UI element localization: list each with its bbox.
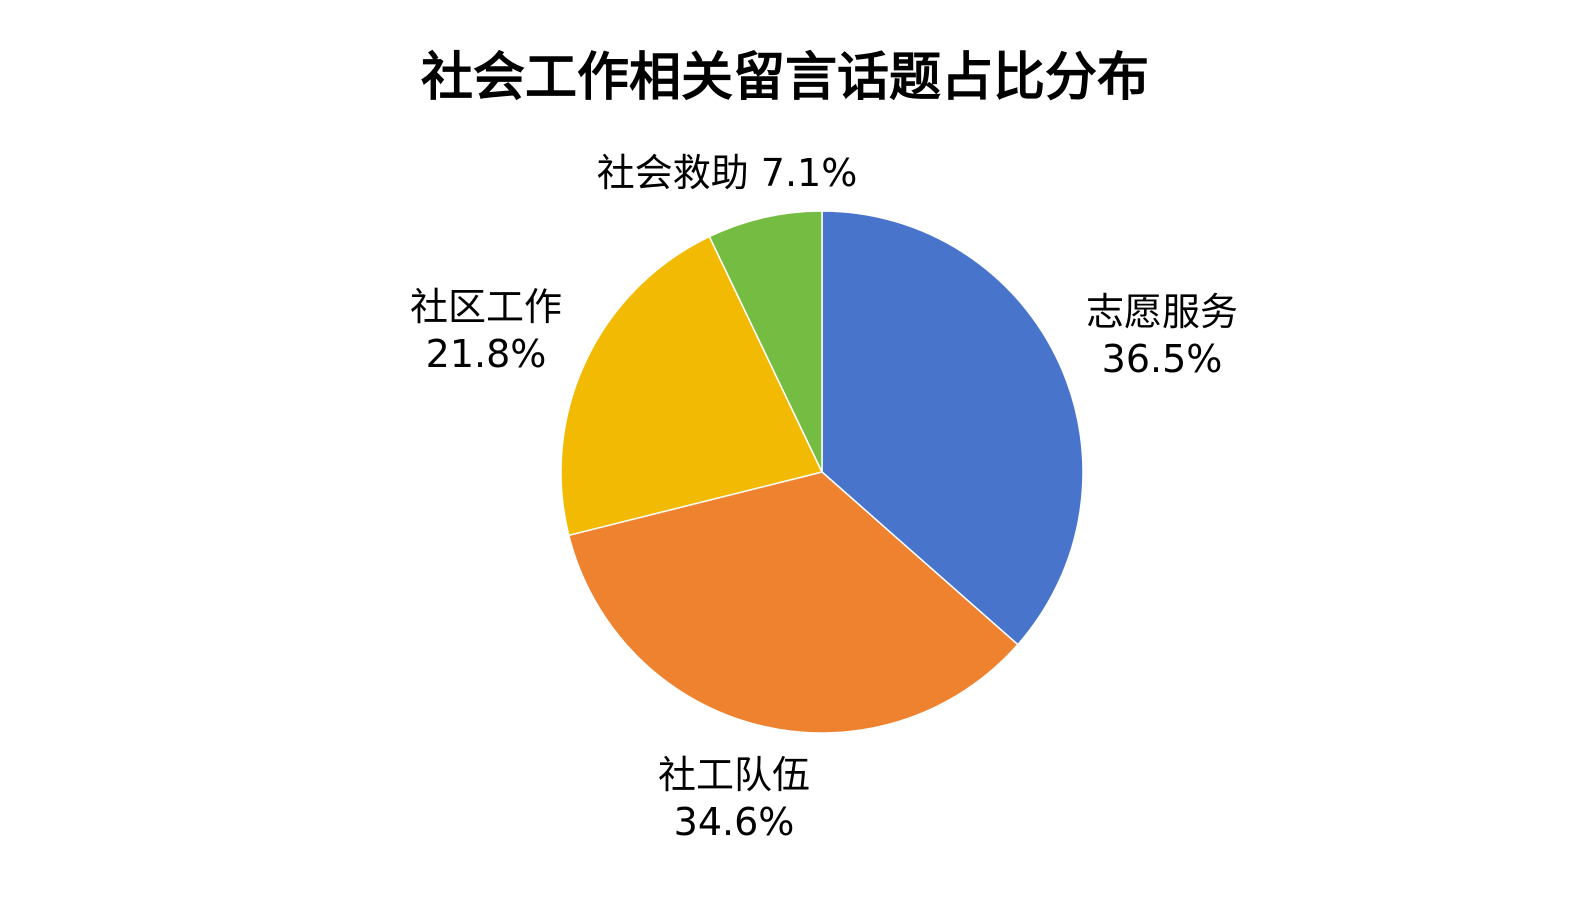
chart-title: 社会工作相关留言话题占比分布	[421, 48, 1149, 108]
data-label-1: 志愿服务 36.5%	[1086, 290, 1238, 381]
data-label-2: 社工队伍 34.6%	[658, 753, 810, 844]
pie-slice-2	[567, 471, 1019, 734]
slice-category-label: 社区工作	[410, 285, 562, 329]
data-label-3: 社区工作 21.8%	[410, 285, 562, 376]
slice-category-label: 志愿服务	[1086, 290, 1238, 334]
pie-slice-1	[821, 210, 1084, 646]
slice-value-label: 21.8%	[426, 332, 547, 376]
pie-slice-3	[560, 235, 824, 537]
pie-slices	[560, 210, 1084, 734]
data-label-4: 社会救助 7.1%	[597, 151, 858, 195]
pie-slice-4	[708, 210, 823, 473]
slice-value-label: 34.6%	[674, 800, 795, 844]
data-labels: 志愿服务 36.5% 社工队伍 34.6% 社区工作 21.8% 社会救助 7.1%	[410, 151, 1238, 844]
slice-category-label: 社工队伍	[658, 753, 810, 797]
slice-value-label: 36.5%	[1102, 337, 1223, 381]
